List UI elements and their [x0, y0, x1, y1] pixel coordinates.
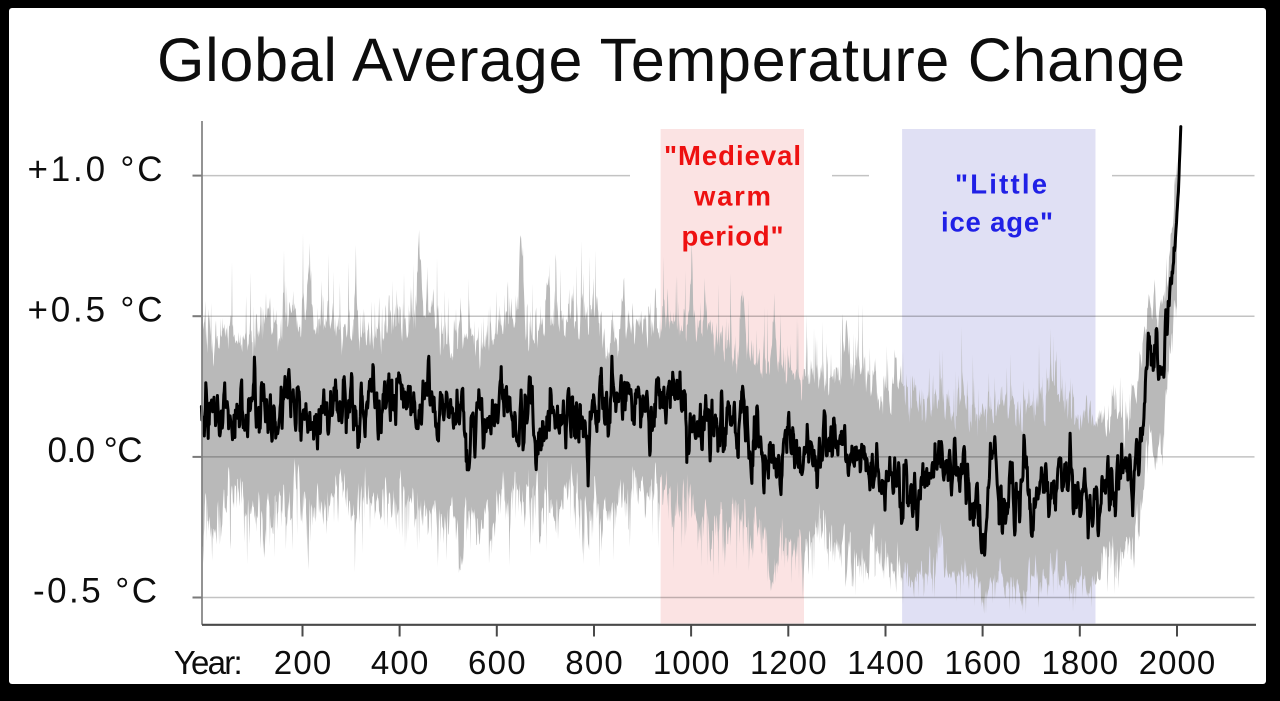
- svg-text:800: 800: [565, 644, 623, 681]
- svg-text:600: 600: [468, 644, 526, 681]
- svg-text:+0.5 °C: +0.5 °C: [28, 290, 163, 329]
- svg-text:1000: 1000: [653, 644, 730, 681]
- svg-text:warm: warm: [693, 181, 771, 212]
- svg-text:1200: 1200: [750, 644, 827, 681]
- svg-text:1600: 1600: [944, 644, 1021, 681]
- svg-text:+1.0 °C: +1.0 °C: [28, 150, 163, 189]
- svg-text:400: 400: [371, 644, 429, 681]
- svg-text:Global Average Temperature Cha: Global Average Temperature Change: [157, 26, 1185, 94]
- svg-text:1400: 1400: [847, 644, 924, 681]
- svg-text:ice age": ice age": [941, 207, 1053, 238]
- svg-text:period": period": [682, 221, 784, 252]
- svg-text:200: 200: [274, 644, 332, 681]
- svg-text:0.0 °C: 0.0 °C: [48, 431, 143, 470]
- svg-text:1800: 1800: [1042, 644, 1119, 681]
- svg-text:2000: 2000: [1139, 644, 1216, 681]
- svg-text:-0.5 °C: -0.5 °C: [33, 572, 157, 611]
- svg-text:"Little: "Little: [955, 169, 1047, 200]
- svg-text:Year:: Year:: [174, 644, 243, 681]
- svg-text:"Medieval: "Medieval: [664, 140, 801, 171]
